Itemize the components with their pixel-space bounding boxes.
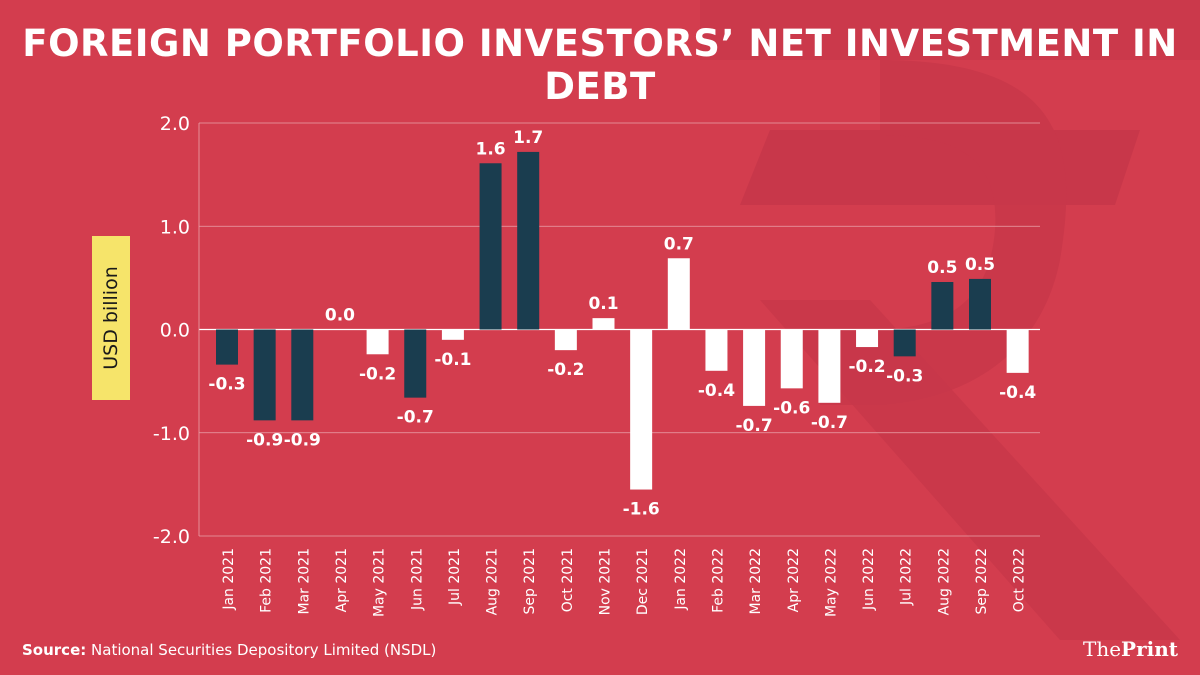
bar — [366, 329, 389, 355]
data-label: 1.6 — [475, 139, 505, 159]
data-label: 1.7 — [513, 128, 543, 148]
logo-part-the: The — [1082, 637, 1122, 661]
chart-title: FOREIGN PORTFOLIO INVESTORS’ NET INVESTM… — [22, 22, 1178, 108]
x-tick-label: Aug 2022 — [936, 548, 952, 615]
data-label: 0.5 — [965, 255, 995, 275]
data-label: 0.0 — [325, 306, 355, 326]
y-tick-label: 0.0 — [160, 320, 190, 342]
theprint-logo: ThePrint — [1083, 637, 1178, 661]
bar — [743, 329, 766, 406]
bar — [441, 329, 464, 340]
y-tick-label: -2.0 — [153, 526, 190, 548]
data-label: -0.4 — [698, 381, 735, 401]
bar — [404, 329, 427, 398]
y-tick-label: -1.0 — [153, 423, 190, 445]
x-tick-label: Jul 2022 — [899, 548, 915, 606]
x-tick-label: May 2022 — [823, 548, 839, 617]
x-tick-label: Apr 2022 — [786, 548, 802, 612]
x-tick-label: Nov 2021 — [598, 548, 614, 615]
logo-part-print: Print — [1121, 637, 1178, 661]
data-label: -0.1 — [434, 350, 471, 370]
source-text: National Securities Depository Limited (… — [91, 641, 437, 659]
x-tick-label: Sep 2021 — [522, 548, 538, 614]
bar — [856, 329, 879, 348]
data-label: -0.2 — [359, 364, 396, 384]
y-axis-label-box — [92, 236, 130, 400]
source-label: Source: — [22, 641, 87, 659]
bar — [931, 282, 954, 330]
data-label: -0.2 — [848, 357, 885, 377]
data-label: -0.9 — [246, 430, 283, 450]
bar — [554, 329, 577, 351]
x-tick-label: Oct 2021 — [560, 548, 576, 612]
x-tick-label: May 2021 — [372, 548, 388, 617]
data-label: -0.7 — [736, 416, 773, 436]
x-tick-label: Jul 2021 — [447, 548, 463, 606]
bar — [517, 151, 540, 330]
x-tick-label: Mar 2022 — [748, 548, 764, 615]
x-tick-label: Jun 2021 — [409, 548, 425, 611]
x-tick-label: Feb 2022 — [710, 548, 726, 613]
bar — [216, 329, 238, 365]
bar — [893, 329, 916, 357]
data-label: 0.1 — [588, 294, 618, 314]
bar — [1006, 329, 1029, 373]
data-label: -0.2 — [547, 360, 584, 380]
bar — [291, 329, 314, 421]
data-label: -0.9 — [284, 430, 321, 450]
y-tick-label: 1.0 — [160, 216, 190, 238]
bar — [818, 329, 841, 403]
x-tick-label: Mar 2021 — [296, 548, 312, 615]
x-tick-label: Apr 2021 — [334, 548, 350, 612]
bar — [630, 329, 653, 490]
data-label: 0.5 — [927, 258, 957, 278]
data-label: -0.4 — [999, 383, 1036, 403]
source-note: Source: National Securities Depository L… — [22, 641, 436, 659]
bar — [592, 318, 615, 330]
data-label: 0.7 — [664, 234, 694, 254]
bar — [780, 329, 803, 389]
bar — [969, 278, 991, 330]
x-tick-label: Feb 2021 — [259, 548, 275, 613]
bar — [667, 258, 690, 330]
data-label: -0.6 — [773, 398, 810, 418]
bar — [253, 329, 276, 421]
data-label: -0.3 — [208, 375, 245, 395]
x-tick-label: Sep 2022 — [974, 548, 990, 614]
x-tick-label: Aug 2021 — [485, 548, 501, 615]
bar — [705, 329, 728, 371]
data-label: -0.7 — [811, 413, 848, 433]
data-label: -0.7 — [397, 408, 434, 428]
x-tick-label: Oct 2022 — [1012, 548, 1028, 612]
bar — [479, 163, 502, 330]
data-label: -0.3 — [886, 366, 923, 386]
x-tick-label: Dec 2021 — [635, 548, 651, 615]
x-tick-label: Jan 2021 — [221, 548, 237, 611]
x-tick-label: Jun 2022 — [861, 548, 877, 611]
data-label: -1.6 — [623, 500, 660, 520]
x-tick-label: Jan 2022 — [673, 548, 689, 611]
y-tick-label: 2.0 — [160, 113, 190, 135]
